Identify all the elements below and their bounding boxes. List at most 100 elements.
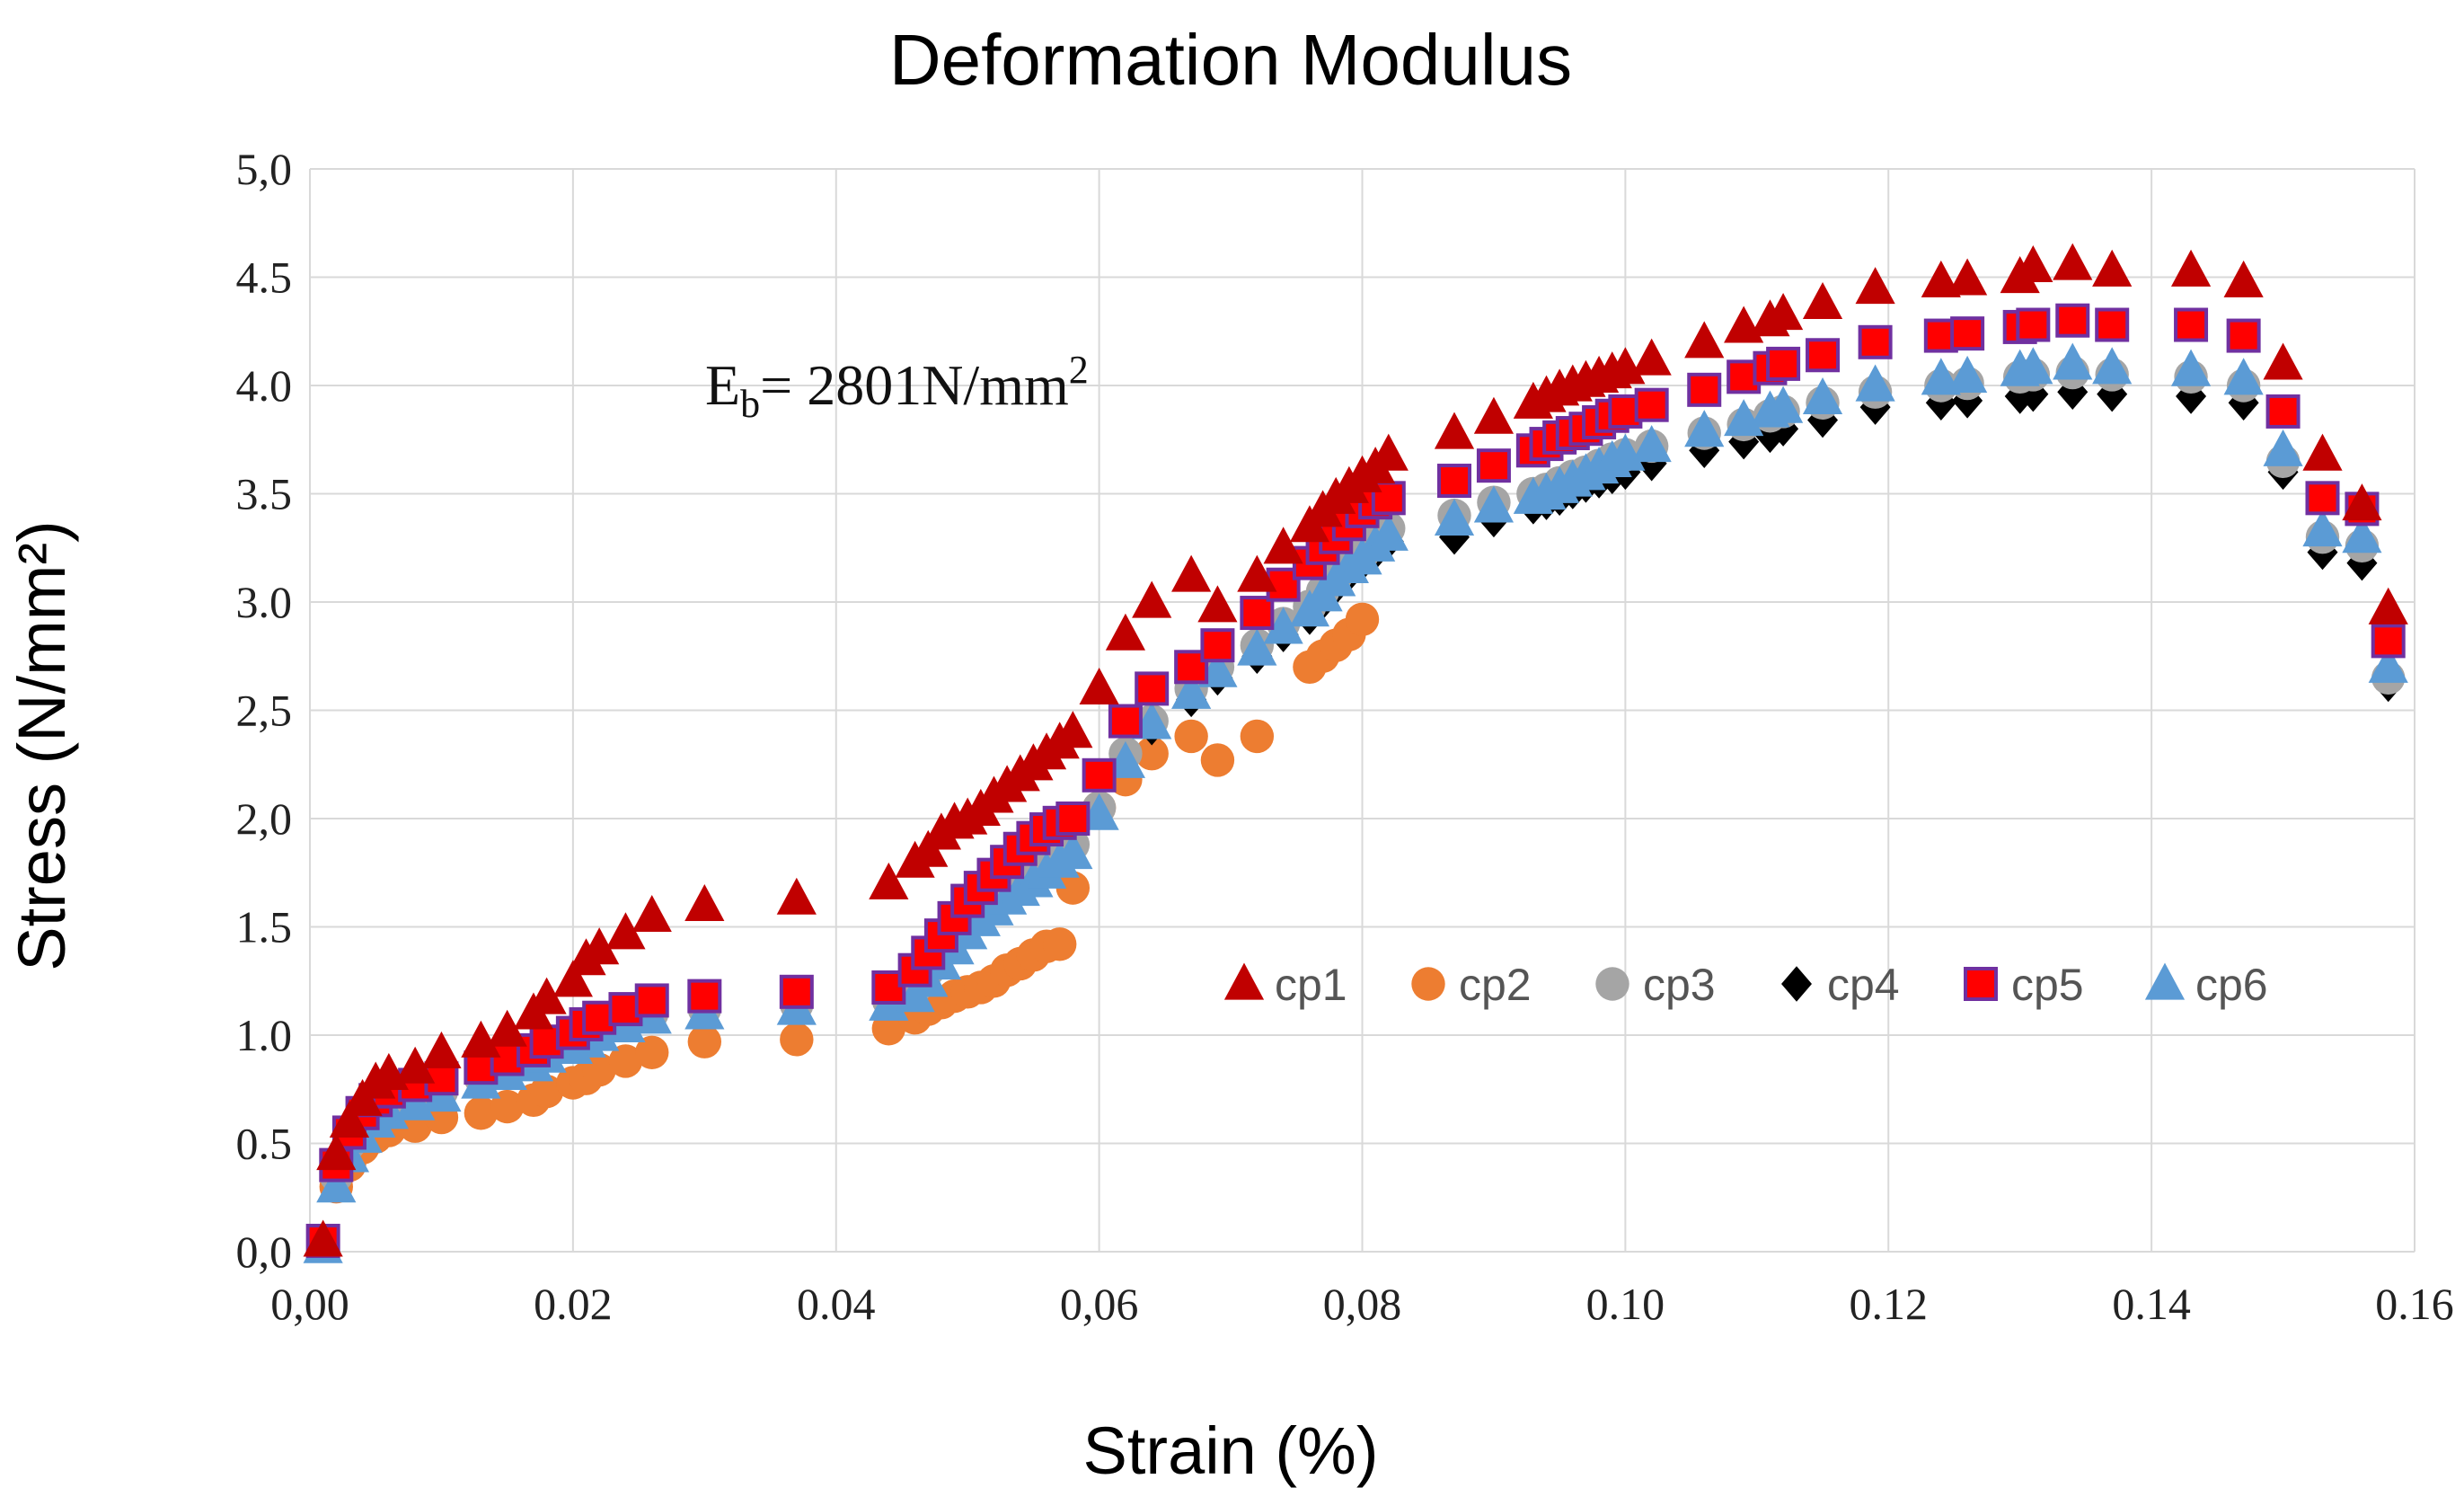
x-tick-label: 0.14 bbox=[2112, 1279, 2191, 1329]
legend-label-cp5: cp5 bbox=[2011, 960, 2084, 1010]
legend-item-cp4: cp4 bbox=[1781, 960, 1900, 1010]
cp6-point bbox=[2302, 509, 2343, 547]
cp1-point bbox=[1105, 613, 1146, 651]
cp6-point bbox=[1263, 607, 1303, 644]
cp2-point bbox=[1174, 719, 1208, 754]
cp6-point bbox=[2053, 342, 2093, 380]
cp1-point bbox=[2342, 483, 2382, 521]
cp4-point bbox=[2057, 374, 2089, 410]
cp1-point bbox=[2302, 433, 2343, 471]
legend-label-cp2: cp2 bbox=[1459, 960, 1532, 1010]
modulus-value: = 2801N/mm bbox=[760, 353, 1069, 417]
cp4-point bbox=[1636, 446, 1667, 482]
chart-title: Deformation Modulus bbox=[889, 20, 1572, 100]
cp4-point bbox=[2018, 376, 2049, 412]
cp1-point bbox=[631, 894, 672, 933]
cp5-point bbox=[687, 979, 722, 1014]
cp6-point bbox=[1802, 377, 1843, 415]
cp5-point bbox=[1950, 316, 1985, 351]
x-tick-label: 0.12 bbox=[1850, 1279, 1929, 1329]
x-tick-label: 0,08 bbox=[1323, 1279, 1402, 1329]
cp6-point bbox=[316, 1165, 357, 1203]
cp2-point bbox=[1042, 927, 1077, 961]
cp1-point bbox=[684, 883, 725, 921]
cp1-point bbox=[487, 1009, 527, 1047]
legend-item-cp1: cp1 bbox=[1223, 960, 1347, 1010]
modulus-superscript: 2 bbox=[1069, 348, 1089, 392]
cp1-point bbox=[526, 977, 567, 1014]
y-tick-label: 2,0 bbox=[236, 793, 293, 844]
cp6-point bbox=[2368, 645, 2408, 683]
cp5-point bbox=[2016, 307, 2051, 342]
y-tick-label: 3.0 bbox=[236, 577, 293, 627]
cp4-point bbox=[2228, 385, 2259, 421]
x-tick-label: 0.16 bbox=[2375, 1279, 2454, 1329]
cp6-point bbox=[2013, 347, 2053, 385]
cp5-point bbox=[1108, 704, 1143, 739]
cp6-point bbox=[1855, 364, 1895, 402]
cp1-point bbox=[869, 862, 909, 899]
legend-item-cp6: cp6 bbox=[2144, 960, 2268, 1010]
cp1-point bbox=[605, 912, 646, 950]
cp5-point bbox=[2371, 624, 2406, 659]
cp4-point bbox=[1728, 423, 1760, 460]
cp1-point bbox=[552, 960, 593, 997]
cp5-point bbox=[1687, 372, 1722, 407]
cp2-point bbox=[529, 1074, 564, 1109]
cp5-point bbox=[2226, 318, 2261, 353]
cp6-point bbox=[2263, 429, 2303, 466]
y-tick-label: 0.5 bbox=[236, 1119, 293, 1169]
cp2-point bbox=[1135, 737, 1169, 771]
cp1-point bbox=[1171, 554, 1212, 592]
cp1-point bbox=[1197, 585, 1238, 623]
cp1-point bbox=[2092, 249, 2133, 287]
y-tick-label: 0,0 bbox=[236, 1227, 293, 1277]
legend-marker-cp2 bbox=[1411, 967, 1445, 1001]
x-tick-label: 0.02 bbox=[534, 1279, 613, 1329]
cp1-point bbox=[2013, 244, 2053, 283]
cp6-point bbox=[1473, 485, 1515, 523]
cp6-point bbox=[2223, 358, 2264, 395]
cp1-point bbox=[579, 927, 620, 965]
y-tick-label: 1.5 bbox=[236, 902, 293, 952]
legend-label-cp1: cp1 bbox=[1275, 960, 1347, 1010]
cp6-point bbox=[1368, 513, 1409, 551]
cp6-point bbox=[1684, 410, 1725, 447]
cp5-point bbox=[1135, 671, 1170, 706]
cp4-point bbox=[1925, 385, 1956, 421]
cp6-point bbox=[1237, 628, 1277, 666]
y-tick-label: 3.5 bbox=[236, 469, 293, 519]
cp6-point bbox=[1434, 498, 1475, 536]
cp5-point bbox=[2055, 303, 2090, 338]
cp5-point bbox=[1476, 448, 1511, 483]
modulus-annotation: Eb= 2801N/mm2 bbox=[705, 348, 1089, 426]
cp1-point bbox=[316, 1133, 357, 1171]
y-tick-label: 4.0 bbox=[236, 360, 293, 411]
cp5-point bbox=[1240, 596, 1275, 631]
x-tick-labels: 0,00 0.02 0.04 0,06 0,08 0.10 0.12 0.14 0.16 bbox=[270, 1279, 2454, 1329]
cp1-point bbox=[1473, 396, 1515, 434]
cp1-point bbox=[1132, 580, 1172, 618]
cp1-point bbox=[1237, 554, 1277, 592]
y-axis-label: Stress (N/mm²) bbox=[4, 520, 79, 971]
cp6-point bbox=[1763, 385, 1804, 423]
cp1-point bbox=[1368, 433, 1409, 471]
legend-label-cp3: cp3 bbox=[1643, 960, 1716, 1010]
x-tick-label: 0.04 bbox=[797, 1279, 876, 1329]
data-points bbox=[303, 243, 2408, 1263]
cp6-point bbox=[1171, 671, 1212, 709]
x-axis-label: Strain (%) bbox=[1083, 1413, 1379, 1488]
y-tick-label: 4.5 bbox=[236, 252, 293, 303]
y-tick-label: 2,5 bbox=[236, 686, 293, 736]
cp5-point bbox=[1858, 324, 1893, 359]
cp5-point bbox=[1200, 628, 1235, 663]
cp1-point bbox=[2053, 243, 2093, 280]
cp5-point bbox=[1082, 757, 1117, 793]
cp5-point bbox=[1437, 464, 1472, 499]
cp2-point bbox=[1345, 602, 1380, 636]
cp1-point bbox=[2223, 260, 2264, 297]
legend-marker-cp4 bbox=[1781, 966, 1812, 1002]
cp1-point bbox=[2368, 587, 2408, 624]
cp1-point bbox=[1684, 321, 1725, 359]
